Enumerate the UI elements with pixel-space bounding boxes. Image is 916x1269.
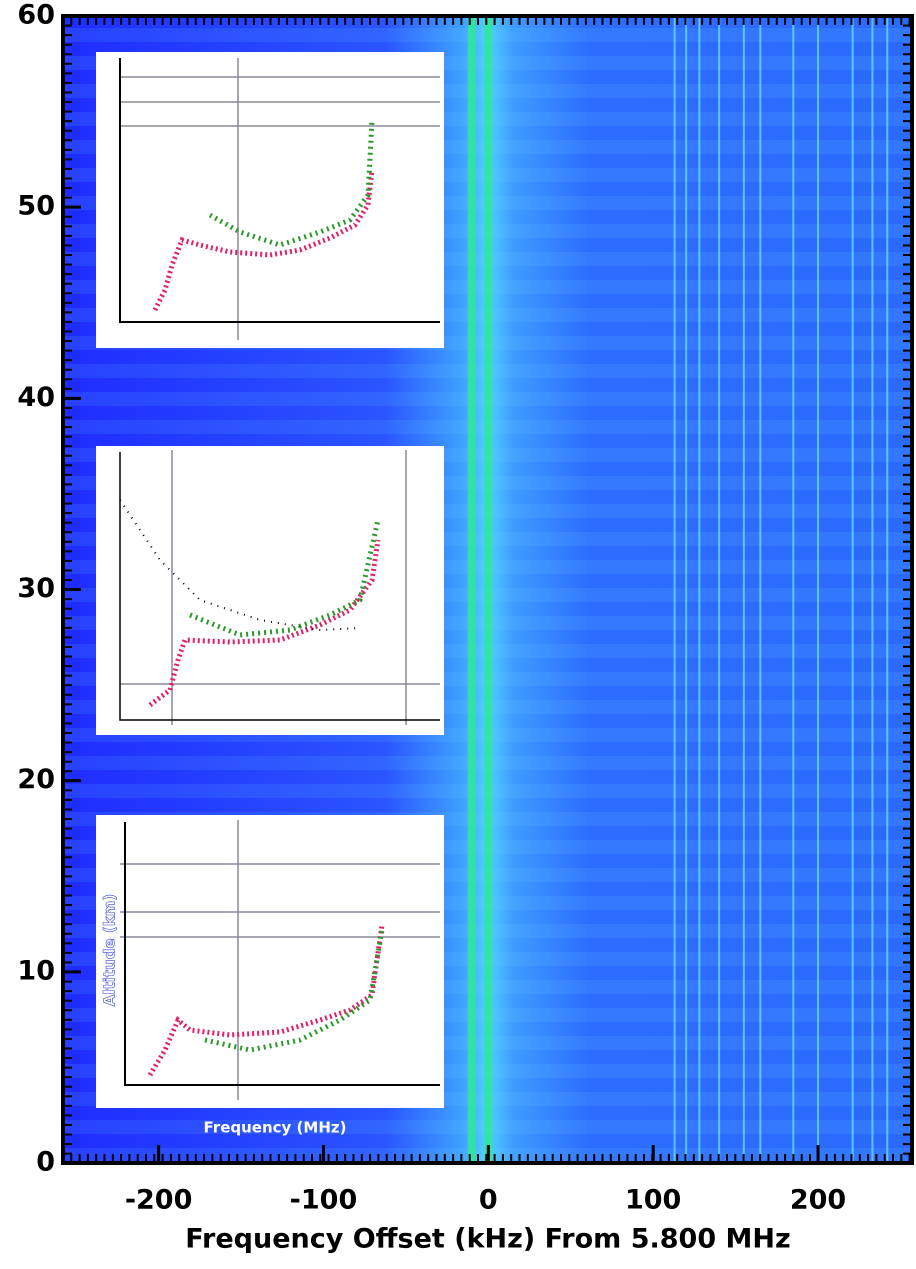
x-tick-label: 0: [479, 1185, 498, 1216]
x-axis-label: Frequency Offset (kHz) From 5.800 MHz: [185, 1224, 790, 1255]
inset: Altitude (km): [96, 815, 444, 1108]
inset-axes: [124, 822, 440, 1086]
x-tick-label: -100: [290, 1185, 358, 1216]
inset-trace: [147, 924, 385, 1077]
y-tick-label: 0: [36, 1147, 55, 1178]
y-tick-label: 20: [17, 764, 55, 795]
inset: [96, 52, 444, 348]
ionogram-insets: Altitude (km) Frequency (MHz): [96, 52, 444, 1137]
y-tick-label: 40: [17, 382, 55, 413]
y-tick-label: 50: [17, 191, 55, 222]
inset-axes: [119, 58, 440, 323]
inset-panel: [96, 446, 444, 735]
inset-panel: [96, 815, 444, 1108]
inset-x-label: Frequency (MHz): [204, 1119, 347, 1137]
inset-y-label: Altitude (km): [101, 894, 119, 1006]
y-tick-label: 60: [17, 0, 55, 31]
inset: [96, 446, 444, 735]
x-tick-label: -200: [125, 1185, 193, 1216]
x-tick-label: 100: [625, 1185, 681, 1216]
x-tick-label: 200: [790, 1185, 846, 1216]
inset-trace: [148, 539, 381, 707]
inset-panel: [96, 52, 444, 348]
plot-frame: [61, 14, 914, 1165]
inset-trace: [119, 499, 361, 632]
inset-axes: [119, 452, 440, 721]
y-tick-label: 10: [17, 955, 55, 986]
inset-trace: [208, 119, 375, 248]
y-tick-label: 30: [17, 573, 55, 604]
